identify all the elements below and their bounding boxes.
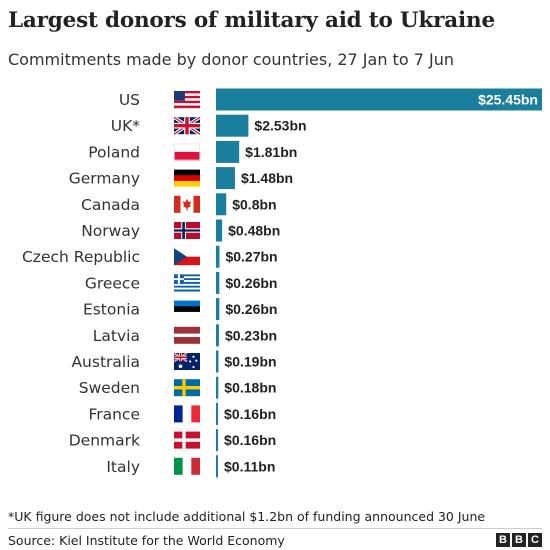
logo-letter: B [512,533,526,547]
category-label: France [88,405,140,423]
category-label: Norway [81,222,140,240]
uk-flag-icon [173,115,201,136]
denmark-flag-icon [174,431,200,449]
logo-letter: B [496,533,510,547]
category-label: Canada [81,196,140,214]
data-label: $2.53bn [254,118,306,134]
category-label: Greece [85,274,140,292]
category-label: Poland [88,143,140,161]
category-label: Germany [69,170,140,188]
category-label: Estonia [83,301,140,319]
chart-subtitle: Commitments made by donor countries, 27 … [8,50,454,69]
data-label: $0.18bn [224,380,276,396]
data-label: $25.45bn [478,92,538,108]
bar [216,298,220,321]
bar [216,324,219,347]
category-label: Latvia [93,327,140,345]
divider [8,528,542,529]
bar [216,140,240,163]
australia-flag-icon [173,352,200,370]
bar [216,193,227,216]
category-label: Czech Republic [22,248,140,266]
bar [216,455,218,478]
category-label: UK* [111,117,141,135]
bar [216,271,220,294]
france-flag-icon [174,405,200,423]
data-label: $0.26bn [225,275,277,291]
data-label: $0.27bn [225,249,277,265]
category-label: Australia [71,353,140,371]
data-label: $0.48bn [228,223,280,239]
bar [216,88,542,111]
data-label: $0.11bn [224,458,275,474]
category-label: US [119,91,140,109]
italy-flag-icon [174,457,200,475]
estonia-flag-icon [174,300,200,318]
bar [216,219,223,242]
poland-flag-icon [174,143,200,161]
bar-chart: US $25.45bn UK* $2.53bn Poland $1.81bn Germany… [22,88,542,478]
bbc-logo: B B C [496,533,542,547]
data-label: $1.48bn [241,170,293,186]
bar [216,167,235,190]
data-label: $0.23bn [225,327,277,343]
chart-title: Largest donors of military aid to Ukrain… [8,8,495,33]
category-label: Sweden [79,379,140,397]
bar [216,376,219,399]
data-label: $0.19bn [224,354,276,370]
data-label: $0.26bn [225,301,277,317]
data-label: $0.8bn [232,196,276,212]
latvia-flag-icon [174,326,200,344]
category-label: Denmark [69,432,140,450]
greece-flag-icon [174,274,200,292]
bar [216,245,220,268]
canada-flag-icon [174,195,200,213]
sweden-flag-icon [174,379,200,397]
bar [216,114,249,137]
category-label: Italy [106,458,140,476]
data-label: $0.16bn [224,406,276,422]
logo-letter: C [528,533,542,547]
bar [216,402,219,425]
data-label: $1.81bn [245,144,297,160]
footnote: *UK figure does not include additional $… [8,509,486,524]
data-label: $0.16bn [224,432,276,448]
bar [216,429,219,452]
source-note: Source: Kiel Institute for the World Eco… [8,533,285,548]
czech-republic-flag-icon [174,248,200,266]
norway-flag-icon [174,222,200,239]
us-flag-icon [174,91,200,109]
germany-flag-icon [174,169,200,187]
bar [216,350,219,373]
